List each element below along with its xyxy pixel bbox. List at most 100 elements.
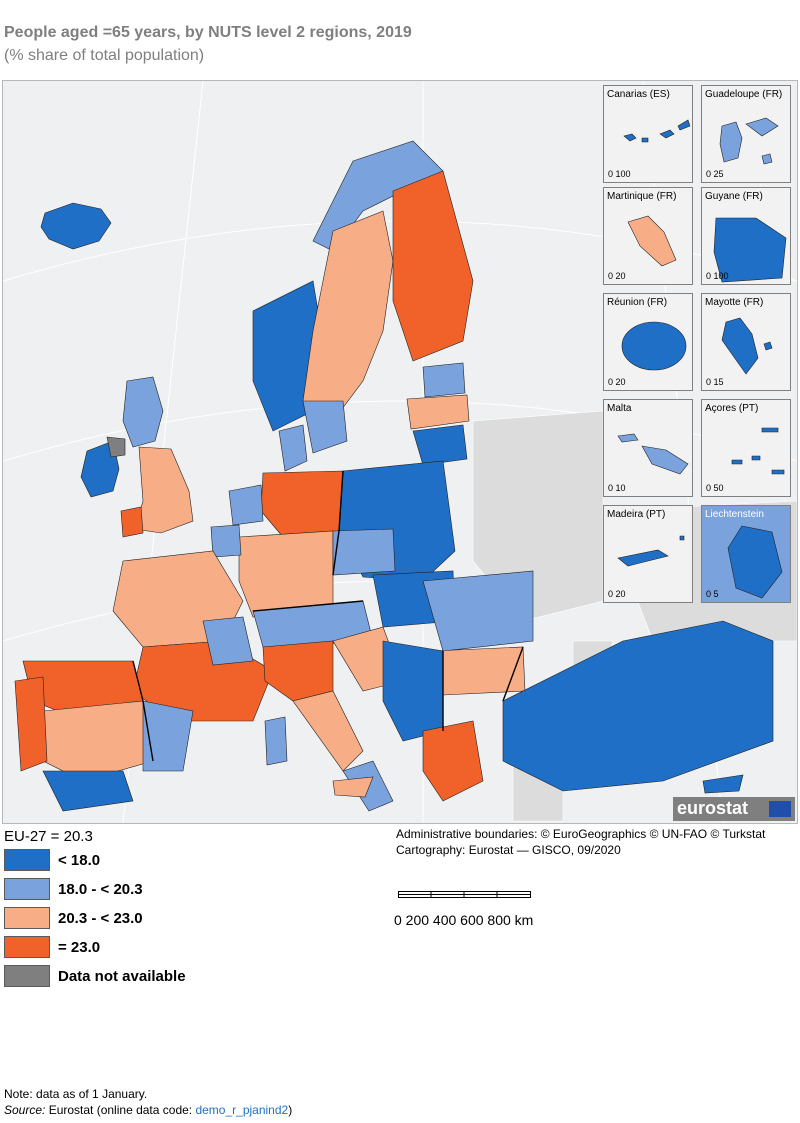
legend-swatch — [4, 907, 50, 929]
region-lithuania — [412, 424, 468, 466]
region-denmark — [278, 424, 308, 472]
inset-scale: 0 10 — [608, 483, 626, 493]
region-iceland — [40, 202, 112, 250]
legend-swatch — [4, 849, 50, 871]
eurostat-logo: eurostat — [673, 797, 795, 821]
source-label: Source: — [4, 1103, 46, 1117]
map-title: People aged =65 years, by NUTS level 2 r… — [4, 24, 412, 41]
scale-bar: 0 200 400 600 800 km — [394, 888, 538, 928]
region-estonia — [422, 362, 466, 398]
inset-label: Canarias (ES) — [607, 89, 670, 100]
credits-cartography: Cartography: Eurostat — GISCO, 09/2020 — [396, 843, 621, 857]
region-england — [134, 446, 194, 534]
region-czechia — [332, 528, 396, 576]
inset-scale: 0 50 — [706, 483, 724, 493]
map-svg — [3, 81, 797, 823]
inset-mayotte: Mayotte (FR) 0 15 — [701, 293, 791, 391]
eu-average: EU-27 = 20.3 — [4, 828, 93, 845]
footnote: Note: data as of 1 January. Source: Euro… — [4, 1086, 292, 1118]
region-bulgaria — [432, 646, 526, 696]
region-spain-central — [42, 700, 154, 782]
inset-label: Guadeloupe (FR) — [705, 89, 783, 100]
inset-martinique: Martinique (FR) 0 20 — [603, 187, 693, 285]
inset-acores: Açores (PT) 0 50 — [701, 399, 791, 497]
inset-liechtenstein: Liechtenstein 0 5 — [701, 505, 791, 603]
legend-label: Data not available — [58, 968, 186, 985]
region-france-central — [202, 616, 254, 666]
region-latvia — [406, 394, 470, 430]
region-belgium — [210, 524, 242, 558]
region-scotland — [122, 376, 164, 448]
legend-label: = 23.0 — [58, 939, 101, 956]
eu-flag-icon — [769, 801, 791, 817]
inset-label: Liechtenstein — [705, 509, 764, 520]
region-norway-north — [312, 140, 444, 252]
region-romania — [422, 570, 534, 652]
legend-item: 20.3 - < 23.0 — [4, 907, 304, 936]
region-sweden — [302, 210, 394, 422]
legend-swatch — [4, 965, 50, 987]
credits-boundaries: Administrative boundaries: © EuroGeograp… — [396, 827, 766, 841]
scale-bar-labels: 0 200 400 600 800 km — [394, 912, 534, 928]
inset-scale: 0 15 — [706, 377, 724, 387]
source-text: Eurostat (online data code: — [45, 1103, 196, 1117]
region-spain-south — [42, 770, 134, 812]
legend-label: < 18.0 — [58, 852, 101, 869]
region-sicily — [332, 776, 374, 798]
region-italy-central — [292, 690, 364, 772]
inset-scale: 0 20 — [608, 589, 626, 599]
legend-item: Data not available — [4, 965, 304, 994]
region-germany-north — [260, 470, 344, 538]
region-northern-ireland — [106, 436, 126, 458]
inset-label: Mayotte (FR) — [705, 297, 764, 308]
country-borders — [132, 470, 524, 762]
region-portugal — [14, 676, 48, 772]
region-spain-east — [142, 700, 194, 772]
inset-scale: 0 20 — [608, 271, 626, 281]
main-map: Canarias (ES) 0 100 Guadeloupe (FR) 0 25… — [2, 80, 798, 824]
legend-swatch — [4, 936, 50, 958]
legend-item: = 23.0 — [4, 936, 304, 965]
source-code-link[interactable]: demo_r_pjanind2 — [195, 1103, 289, 1117]
region-serbia-balkans — [382, 640, 444, 742]
region-italy-north — [262, 640, 334, 702]
legend-label: 18.0 - < 20.3 — [58, 881, 143, 898]
region-greece — [422, 720, 484, 802]
inset-reunion: Réunion (FR) 0 20 — [603, 293, 693, 391]
legend: < 18.0 18.0 - < 20.3 20.3 - < 23.0 = 23.… — [4, 849, 304, 994]
inset-madeira: Madeira (PT) 0 20 — [603, 505, 693, 603]
inset-label: Guyane (FR) — [705, 191, 763, 202]
inset-label: Madeira (PT) — [607, 509, 666, 520]
region-turkey — [502, 620, 774, 792]
inset-label: Réunion (FR) — [607, 297, 668, 308]
inset-malta: Malta 0 10 — [603, 399, 693, 497]
inset-label: Malta — [607, 403, 632, 414]
inset-scale: 0 100 — [706, 271, 729, 281]
region-cyprus — [702, 774, 744, 794]
inset-scale: 0 25 — [706, 169, 724, 179]
scale-bar-graphic — [398, 891, 531, 898]
region-germany-south — [238, 530, 334, 618]
region-sweden-south — [302, 400, 348, 454]
note-text: Note: data as of 1 January. — [4, 1087, 148, 1101]
legend-label: 20.3 - < 23.0 — [58, 910, 143, 927]
inset-scale: 0 20 — [608, 377, 626, 387]
inset-guadeloupe: Guadeloupe (FR) 0 25 — [701, 85, 791, 183]
credits: Administrative boundaries: © EuroGeograp… — [396, 826, 765, 858]
region-sardinia — [264, 716, 288, 766]
region-finland — [392, 170, 474, 362]
legend-item: < 18.0 — [4, 849, 304, 878]
source-close: ) — [288, 1103, 293, 1117]
inset-scale: 0 5 — [706, 589, 719, 599]
region-netherlands — [228, 484, 264, 526]
map-subtitle: (% share of total population) — [4, 47, 205, 64]
inset-label: Açores (PT) — [705, 403, 759, 414]
region-wales — [120, 506, 144, 538]
inset-canarias: Canarias (ES) 0 100 — [603, 85, 693, 183]
inset-guyane: Guyane (FR) 0 100 — [701, 187, 791, 285]
inset-scale: 0 100 — [608, 169, 631, 179]
source-line: Source: Eurostat (online data code: demo… — [4, 1102, 292, 1118]
legend-item: 18.0 - < 20.3 — [4, 878, 304, 907]
inset-label: Martinique (FR) — [607, 191, 677, 202]
legend-swatch — [4, 878, 50, 900]
